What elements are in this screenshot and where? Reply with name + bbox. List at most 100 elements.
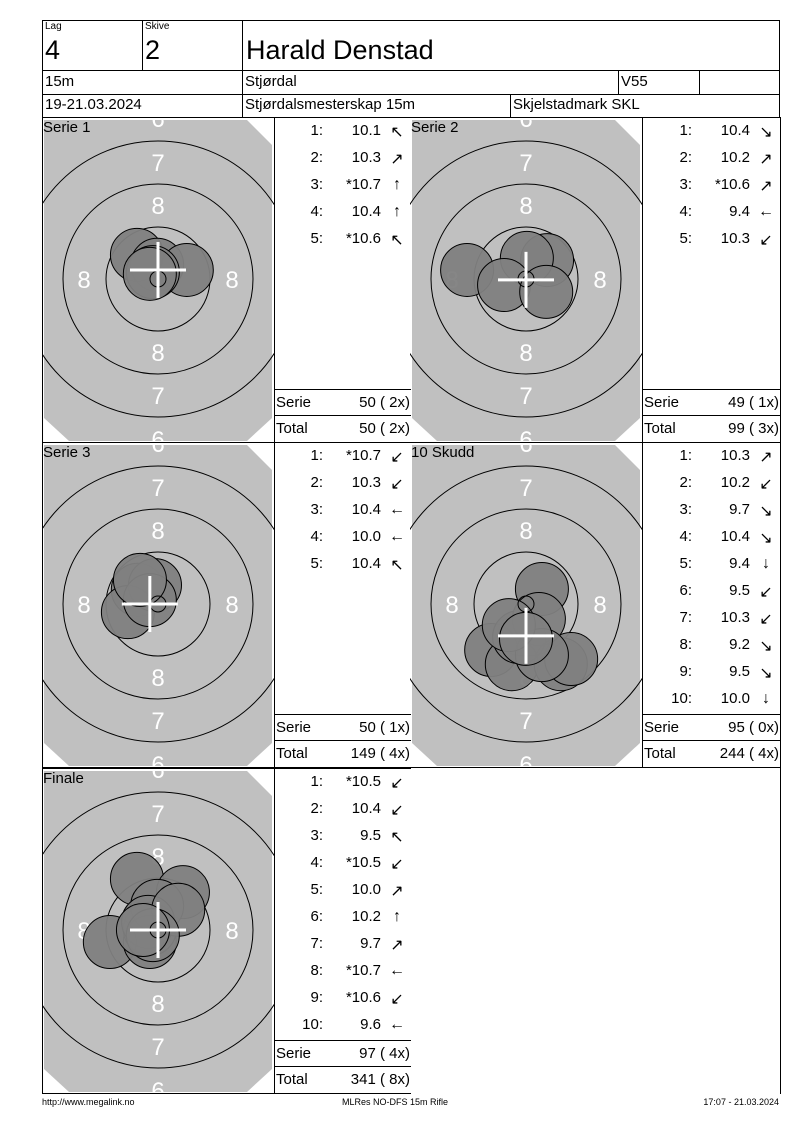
direction-arrow-up-icon: ↑ — [393, 176, 401, 193]
ring-number: 6 — [151, 1078, 164, 1093]
shot-score: 10.1 — [351, 122, 381, 139]
shot-row: 2: 10.2 ↗ — [642, 149, 780, 169]
skive-label: Skive — [145, 21, 170, 32]
direction-arrow-up-icon: ↑ — [393, 908, 401, 925]
direction-arrow-down-left-icon: ↙ — [759, 476, 773, 493]
shot-row: 4: 10.0 ← — [274, 528, 411, 548]
serie-sum-label: Serie — [276, 719, 312, 736]
target-ring — [62, 183, 254, 375]
distance: 15m — [45, 73, 75, 90]
shot-row: 2: 10.4 ↙ — [274, 800, 411, 820]
total-sum-value: 50 ( 2x) — [359, 420, 410, 437]
club: Skjelstadmark SKL — [513, 96, 640, 113]
serie-sum-value: 50 ( 2x) — [359, 394, 410, 411]
ring-number: 7 — [519, 708, 532, 735]
location-cell: Stjørdal — [242, 70, 619, 95]
shot-row: 1: 10.1 ↖ — [274, 122, 411, 142]
shot-number: 3: — [310, 176, 323, 193]
shot-score: 10.0 — [351, 528, 381, 545]
ring-number: 8 — [519, 518, 532, 545]
target-ring — [62, 508, 254, 700]
ring-number: 8 — [77, 592, 90, 619]
shot-number: 6: — [679, 582, 692, 599]
shot-row: 4: 10.4 ↑ — [274, 203, 411, 223]
shot-row: 5: *10.6 ↖ — [274, 230, 411, 250]
shot-number: 2: — [310, 149, 323, 166]
total-sum-value: 341 ( 8x) — [350, 1071, 410, 1088]
serie-sum-label: Serie — [276, 394, 312, 411]
shot-score: *10.7 — [345, 176, 381, 193]
shot-row: 1: 10.4 ↘ — [642, 122, 780, 142]
shot-row: 3: 9.7 ↘ — [642, 501, 780, 521]
shot-number: 7: — [679, 609, 692, 626]
shot-score: 10.2 — [720, 474, 750, 491]
ring-number: 7 — [151, 1034, 164, 1061]
direction-arrow-left-icon: ← — [758, 203, 774, 220]
total-sum-value: 99 ( 3x) — [728, 420, 779, 437]
shot-number: 5: — [679, 230, 692, 247]
shot-score: 9.7 — [729, 501, 750, 518]
ring-number: 6 — [519, 752, 532, 767]
shot-score: 10.4 — [351, 203, 381, 220]
series-title: Serie 3 — [43, 444, 91, 461]
shot-number: 1: — [679, 122, 692, 139]
serie-sum-value: 97 ( 4x) — [359, 1045, 410, 1062]
direction-arrow-up-right-icon: ↗ — [390, 151, 404, 168]
class-cell: V55 — [618, 70, 700, 95]
direction-arrow-down-left-icon: ↙ — [390, 802, 404, 819]
ring-number: 6 — [151, 427, 164, 442]
target-view: 6 7 8 8 7 6 8 8 Serie 3 — [19, 431, 297, 779]
shot-number: 5: — [310, 555, 323, 572]
footer-timestamp: 17:07 - 21.03.2024 — [703, 1097, 779, 1107]
shot-score: 9.4 — [729, 555, 750, 572]
shot-row: 8: 9.2 ↘ — [642, 636, 780, 656]
series-title: Serie 2 — [411, 119, 459, 136]
target-ring — [430, 508, 622, 700]
ring-number: 8 — [151, 665, 164, 692]
ring-number: 8 — [151, 518, 164, 545]
shot-row: 3: *10.6 ↗ — [642, 176, 780, 196]
footer-software: MLRes NO-DFS 15m Rifle — [342, 1097, 449, 1107]
ring-number: 7 — [519, 383, 532, 410]
serie-sum-label: Serie — [644, 394, 680, 411]
series-title: Serie 1 — [43, 119, 91, 136]
direction-arrow-left-icon: ← — [389, 528, 405, 545]
direction-arrow-down-left-icon: ↙ — [759, 584, 773, 601]
shot-row: 9: *10.6 ↙ — [274, 989, 411, 1009]
direction-arrow-down-left-icon: ↙ — [390, 775, 404, 792]
distance-cell: 15m — [42, 70, 243, 95]
ring-number: 7 — [519, 150, 532, 177]
shot-score: *10.5 — [345, 854, 381, 871]
direction-arrow-down-right-icon: ↘ — [759, 638, 773, 655]
lag-value: 4 — [45, 35, 61, 65]
shot-score: 10.4 — [351, 555, 381, 572]
series-panel: 6788768810 Skudd1:10.3↗2:10.2↙3:9.7↘4:10… — [387, 431, 780, 779]
ring-number: 6 — [519, 118, 532, 133]
series-panel: 6 7 8 8 7 6 8 8 Serie 1 1: 10.1 ↖ 2: 10.3 ↗ 3: *10.7 ↑ 4: 1… — [19, 106, 411, 454]
direction-arrow-down-left-icon: ↙ — [390, 991, 404, 1008]
ring-number: 8 — [445, 592, 458, 619]
class: V55 — [621, 73, 648, 90]
shot-number: 2: — [679, 474, 692, 491]
shot-number: 1: — [310, 773, 323, 790]
shot-score: *10.6 — [345, 989, 381, 1006]
direction-arrow-down-left-icon: ↙ — [390, 476, 404, 493]
panel-grid — [42, 117, 781, 1094]
ring-number: 7 — [151, 475, 164, 502]
shot-row: 4: 9.4 ← — [642, 203, 780, 223]
date-cell: 19-21.03.2024 — [42, 94, 243, 118]
shot-score: 9.5 — [729, 663, 750, 680]
club-cell: Skjelstadmark SKL — [510, 94, 780, 118]
serie-sum-value: 95 ( 0x) — [728, 719, 779, 736]
direction-arrow-up-right-icon: ↗ — [390, 937, 404, 954]
series-panel: 6 7 8 8 7 6 8 8 Serie 3 1: *10.7 ↙ 2: 10.3 ↙ 3: 10.4 ← 4: 1… — [19, 431, 411, 779]
ring-number: 8 — [151, 991, 164, 1018]
shot-number: 4: — [310, 528, 323, 545]
shooter-name-cell: Harald Denstad — [242, 20, 780, 71]
total-sum: Total 341 ( 8x) — [274, 1066, 411, 1094]
shot-number: 10: — [302, 1016, 323, 1033]
shot-number: 7: — [310, 935, 323, 952]
event-cell: Stjørdalsmesterskap 15m — [242, 94, 511, 118]
ring-number: 7 — [151, 801, 164, 828]
